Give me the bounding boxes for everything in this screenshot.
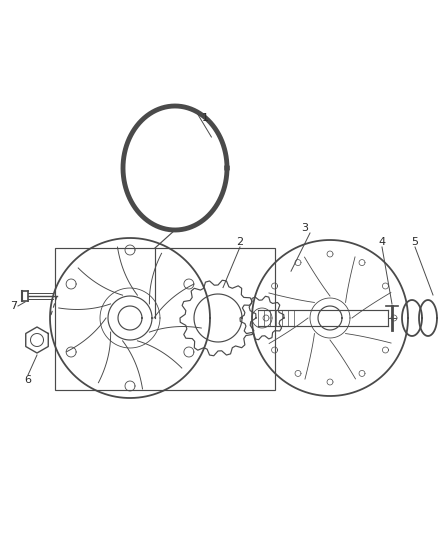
Text: 5: 5 (411, 237, 418, 247)
Text: 4: 4 (378, 237, 385, 247)
Text: 1: 1 (201, 113, 208, 123)
Text: 2: 2 (237, 237, 244, 247)
Bar (55, 248, 275, 390)
Text: 7: 7 (11, 301, 18, 311)
Text: 6: 6 (25, 375, 32, 385)
Text: 3: 3 (301, 223, 308, 233)
